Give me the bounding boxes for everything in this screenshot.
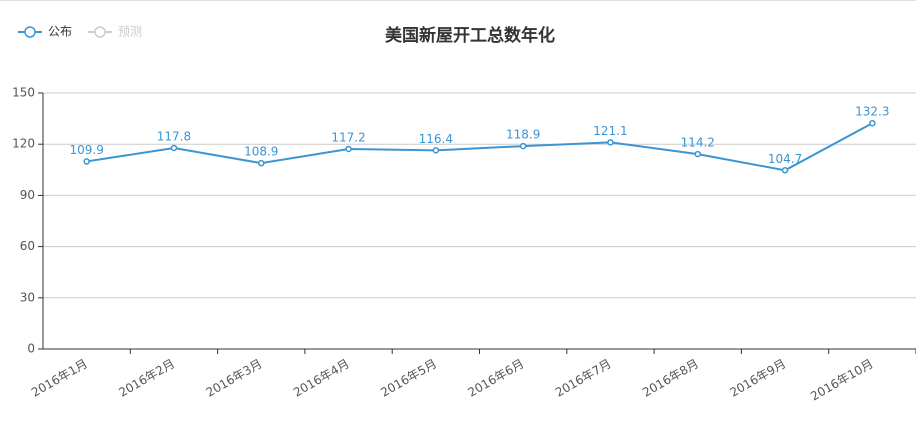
series-line	[86, 122, 873, 172]
data-point	[258, 159, 265, 167]
legend-label: 公布	[48, 25, 72, 39]
data-point	[170, 144, 178, 152]
x-tick-label: 2016年10月	[808, 357, 875, 404]
data-label: 108.9	[244, 145, 278, 159]
y-tick-label: 150	[12, 86, 35, 100]
data-label: 114.2	[681, 136, 715, 150]
x-tick-label: 2016年1月	[29, 357, 90, 400]
data-point	[607, 139, 614, 146]
legend-item[interactable]: 公布	[18, 25, 72, 39]
data-label: 109.9	[69, 143, 103, 157]
y-tick-label: 0	[27, 342, 35, 356]
x-tick-label: 2016年2月	[116, 357, 177, 400]
data-point	[519, 142, 527, 150]
chart-title: 美国新屋开工总数年化	[385, 25, 555, 46]
data-point	[781, 167, 789, 174]
legend-marker	[24, 26, 36, 38]
data-point	[432, 147, 440, 154]
data-point	[869, 119, 876, 127]
data-point	[83, 158, 90, 165]
x-tick-label: 2016年5月	[378, 357, 439, 400]
x-tick-label: 2016年9月	[727, 357, 788, 400]
data-point	[345, 145, 352, 153]
legend-label: 预测	[118, 25, 142, 39]
data-label: 117.8	[157, 129, 191, 143]
data-label: 117.2	[331, 130, 365, 144]
data-label: 132.3	[855, 105, 889, 119]
y-tick-label: 30	[20, 290, 35, 304]
x-tick-label: 2016年4月	[291, 357, 352, 400]
legend-marker	[94, 26, 106, 38]
y-tick-label: 120	[12, 137, 35, 151]
data-label: 118.9	[506, 128, 540, 142]
x-tick-label: 2016年8月	[640, 357, 701, 400]
x-tick-label: 2016年6月	[466, 357, 527, 400]
data-point	[694, 150, 701, 158]
data-label: 104.7	[768, 152, 802, 166]
data-label: 121.1	[593, 124, 627, 138]
x-tick-label: 2016年7月	[553, 357, 614, 400]
y-tick-label: 90	[20, 188, 35, 202]
x-tick-label: 2016年3月	[204, 357, 265, 400]
data-label: 116.4	[419, 132, 453, 146]
legend-item[interactable]: 预测	[88, 25, 142, 39]
y-tick-label: 60	[20, 239, 35, 253]
